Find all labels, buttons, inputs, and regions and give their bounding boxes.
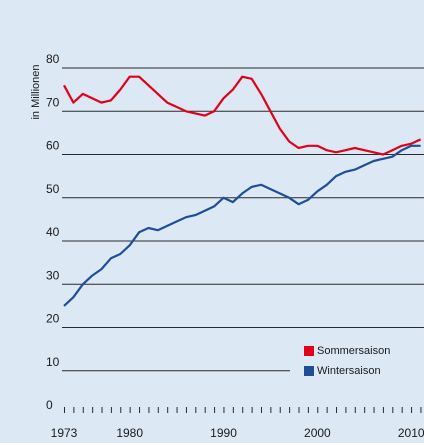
x-tick-label: 2010 [398,426,424,440]
legend-swatch [304,346,314,356]
legend-label: Sommersaison [317,345,390,357]
legend-label: Wintersaison [317,365,381,377]
y-tick-label: 0 [46,398,53,412]
series-line [63,75,422,156]
y-tick-label: 60 [46,139,60,153]
x-tick-label: 2000 [304,426,331,440]
series-line [63,144,421,307]
x-tick-label: 1990 [210,426,237,440]
y-tick-label: 50 [46,182,60,196]
legend-swatch [304,366,314,376]
x-tick-label: 1980 [116,426,143,440]
y-axis-label: in Millionen [30,64,42,119]
y-tick-label: 30 [46,268,60,282]
y-tick-label: 10 [46,355,60,369]
y-tick-label: 40 [46,225,60,239]
y-tick-label: 70 [46,95,60,109]
y-tick-label: 80 [46,52,60,66]
y-tick-label: 20 [46,312,60,326]
x-tick-label: 1973 [51,426,78,440]
